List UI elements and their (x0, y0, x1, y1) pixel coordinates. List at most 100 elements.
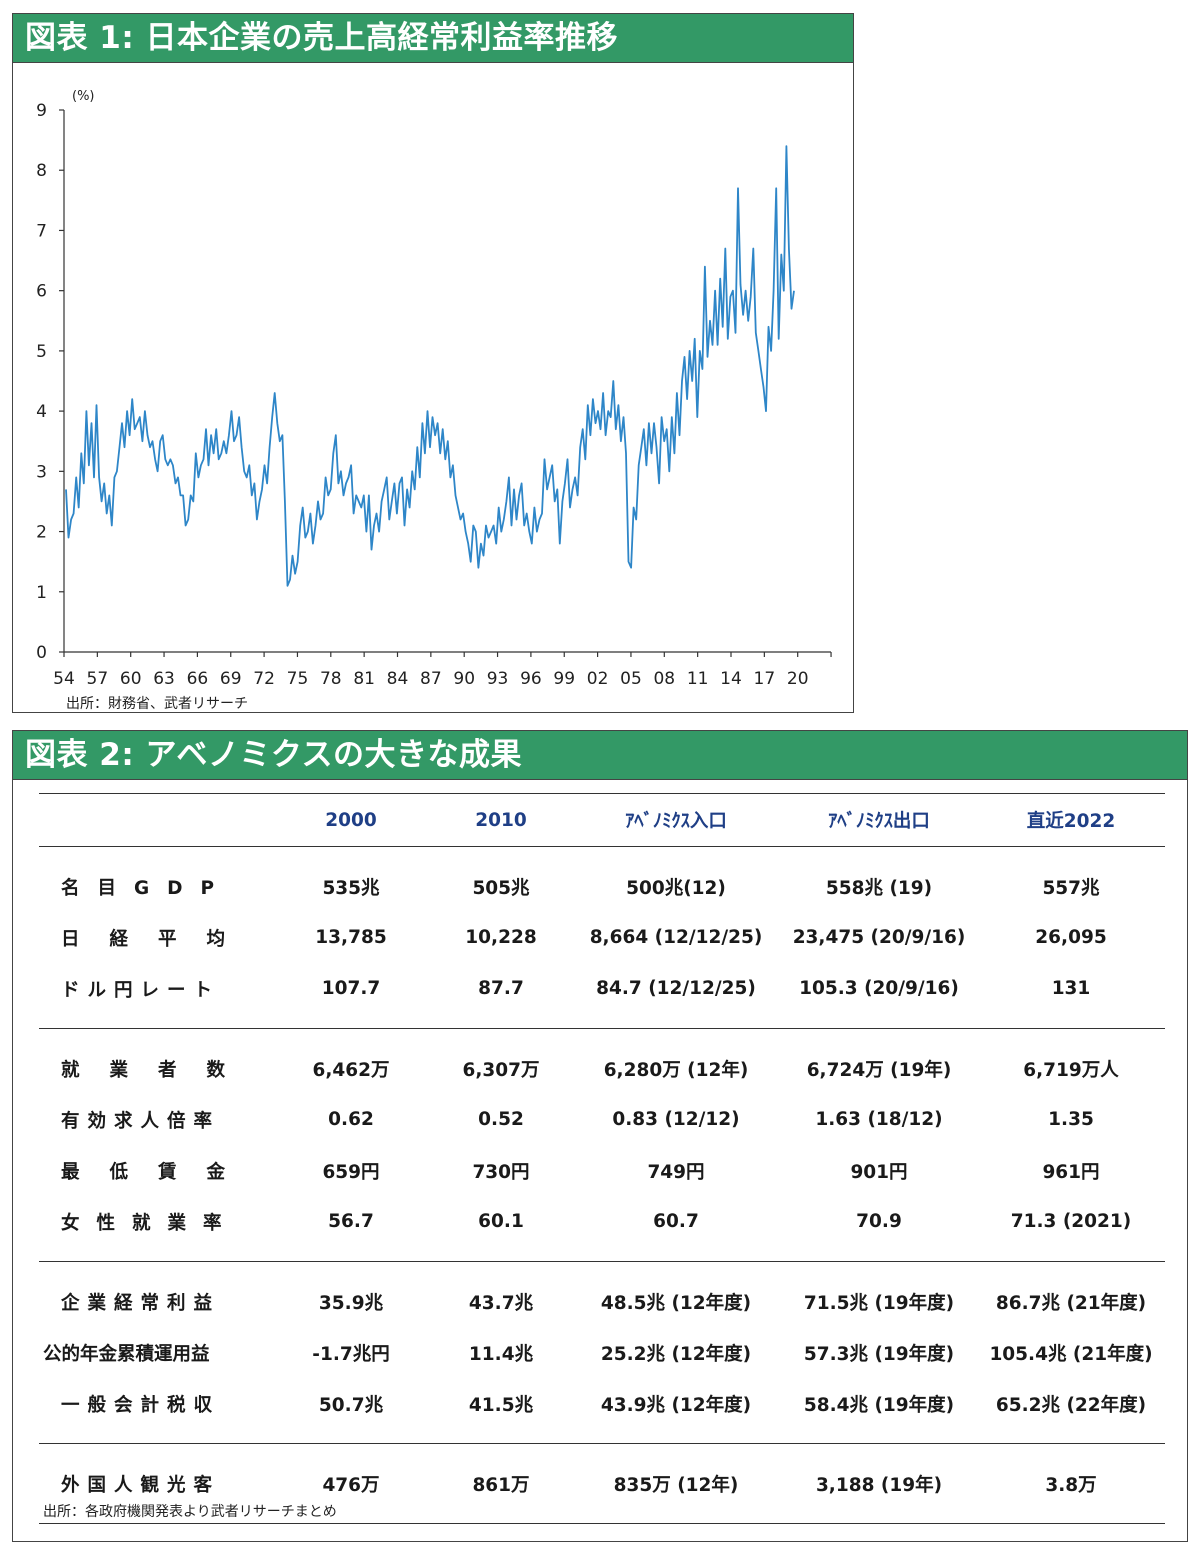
table-row: 最低賃金 659円 730円 749円 901円 961円 (39, 1145, 1165, 1196)
figure-1-panel: 図表 1: 日本企業の売上高経常利益率推移 0 1 2 3 4 5 6 7 8 9 (%) 54 57 6… (12, 13, 854, 713)
table-cell: 835万 (12年) (613, 1474, 739, 1496)
row-label: 公的年金累積運用益 (43, 1343, 210, 1365)
y-tick-label: 0 (36, 643, 47, 663)
y-tick-label: 9 (36, 101, 47, 121)
table-cell: 43.9兆 (12年度) (600, 1394, 752, 1416)
row-label: 企業経常利益 (61, 1292, 221, 1314)
table-cell: 50.7兆 (318, 1394, 384, 1416)
y-tick-label: 8 (36, 161, 47, 181)
x-tick-label: 54 (53, 669, 75, 689)
table-cell: 105.4兆 (21年度) (989, 1343, 1153, 1365)
table-row: 一般会計税収 50.7兆 41.5兆 43.9兆 (12年度) 58.4兆 (19年度)… (39, 1378, 1165, 1429)
table-row: 企業経常利益 35.9兆 43.7兆 48.5兆 (12年度) 71.5兆 (19年度)… (39, 1276, 1165, 1327)
header-empty (39, 793, 271, 847)
y-tick-label: 3 (36, 462, 47, 482)
figure-1-title: 図表 1: 日本企業の売上高経常利益率推移 (13, 14, 853, 63)
table-cell: 11.4兆 (468, 1343, 534, 1365)
table-row: 女性就業率 56.7 60.1 60.7 70.9 71.3 (2021) (39, 1196, 1165, 1247)
figure-1-source: 出所：財務省、武者リサーチ (66, 696, 248, 712)
table-cell: 535兆 (322, 877, 380, 899)
table-cell: 57.3兆 (19年度) (803, 1343, 955, 1365)
table-row: 外国人観光客 476万 861万 835万 (12年) 3,188 (19年) 3.8万 (39, 1458, 1165, 1509)
table-cell: 60.1 (478, 1211, 524, 1232)
x-tick-label: 93 (487, 669, 509, 689)
table-cell: 48.5兆 (12年度) (600, 1292, 752, 1314)
table-cell: 86.7兆 (21年度) (995, 1292, 1147, 1314)
group-separator (39, 1443, 1165, 1444)
x-tick-label: 75 (287, 669, 309, 689)
row-label: 名目GDP (61, 877, 233, 899)
table-cell: 105.3 (20/9/16) (799, 978, 959, 999)
group-separator (39, 846, 1165, 847)
x-tick-label: 17 (754, 669, 776, 689)
table-row: 名目GDP 535兆 505兆 500兆(12) 558兆 (19) 557兆 (39, 861, 1165, 912)
table-cell: 56.7 (328, 1211, 374, 1232)
x-tick-label: 81 (353, 669, 375, 689)
x-tick-label: 87 (420, 669, 442, 689)
x-tick-label: 96 (520, 669, 542, 689)
x-tick-label: 69 (220, 669, 242, 689)
table-cell: 6,719万人 (1023, 1059, 1119, 1081)
column-header: 2000 (271, 793, 431, 847)
row-label: 女性就業率 (61, 1212, 239, 1234)
y-tick-label: 7 (36, 221, 47, 241)
table-cell: 500兆(12) (626, 877, 726, 899)
table-cell: 107.7 (321, 978, 381, 999)
table-cell: 659円 (322, 1161, 380, 1183)
table-cell: 25.2兆 (12年度) (600, 1343, 752, 1365)
figure-2-panel: 図表 2: アベノミクスの大きな成果 2000 2010 ｱﾍﾞﾉﾐｸｽ入口 ｱ… (12, 730, 1188, 1542)
table-cell: 1.35 (1048, 1109, 1094, 1130)
table-cell: 65.2兆 (22年度) (995, 1394, 1147, 1416)
table-cell: 71.5兆 (19年度) (803, 1292, 955, 1314)
table-row: 日経平均 13,785 10,228 8,664 (12/12/25) 23,475 (… (39, 912, 1165, 963)
x-tick-label: 72 (253, 669, 275, 689)
table-cell: 749円 (647, 1161, 705, 1183)
column-header: 2010 (431, 793, 571, 847)
table-cell: 35.9兆 (318, 1292, 384, 1314)
table-cell: 13,785 (315, 927, 387, 948)
table-row: ドル円レート 107.7 87.7 84.7 (12/12/25) 105.3 (20/… (39, 963, 1165, 1014)
table-cell: 3,188 (19年) (815, 1474, 943, 1496)
figure-2-title: 図表 2: アベノミクスの大きな成果 (13, 731, 1187, 780)
table-cell: 1.63 (18/12) (815, 1109, 943, 1130)
table-cell: 71.3 (2021) (1010, 1211, 1132, 1232)
x-tick-label: 66 (187, 669, 209, 689)
group-separator (39, 1028, 1165, 1029)
y-tick-label: 4 (36, 402, 47, 422)
table-cell: 70.9 (856, 1211, 902, 1232)
table-cell: 476万 (322, 1474, 380, 1496)
row-label: 最低賃金 (61, 1161, 256, 1183)
table-cell: 87.7 (478, 978, 524, 999)
table-cell: 8,664 (12/12/25) (589, 927, 763, 948)
table-cell: 730円 (472, 1161, 530, 1183)
x-tick-label: 05 (620, 669, 642, 689)
table-cell: 901円 (850, 1161, 908, 1183)
table-cell: 6,280万 (12年) (603, 1059, 749, 1081)
table-cell: 557兆 (1042, 877, 1100, 899)
table-cell: 84.7 (12/12/25) (596, 978, 756, 999)
table-row: 就業者数 6,462万 6,307万 6,280万 (12年) 6,724万 (19年)… (39, 1043, 1165, 1094)
x-tick-label: 90 (453, 669, 475, 689)
x-tick-label: 63 (153, 669, 175, 689)
x-tick-label: 57 (87, 669, 109, 689)
table-cell: 0.62 (328, 1109, 374, 1130)
row-label: 有効求人倍率 (61, 1110, 221, 1132)
table-cell: -1.7兆円 (312, 1343, 390, 1365)
y-unit-label: (%) (72, 89, 95, 104)
table-cell: 10,228 (465, 927, 537, 948)
table-cell: 23,475 (20/9/16) (792, 927, 966, 948)
table-header-row: 2000 2010 ｱﾍﾞﾉﾐｸｽ入口 ｱﾍﾞﾉﾐｸｽ出口 直近2022 (39, 793, 1165, 847)
table-cell: 558兆 (19) (825, 877, 933, 899)
row-label: 外国人観光客 (61, 1474, 221, 1496)
row-label: 日経平均 (61, 928, 256, 950)
table-cell: 961円 (1042, 1161, 1100, 1183)
table-cell: 505兆 (472, 877, 530, 899)
table-cell: 6,462万 (312, 1059, 390, 1081)
x-tick-label: 84 (387, 669, 409, 689)
x-tick-label: 20 (787, 669, 809, 689)
row-label: ドル円レート (61, 979, 221, 1001)
y-tick-label: 5 (36, 342, 47, 362)
x-tick-label: 99 (553, 669, 575, 689)
y-tick-label: 1 (36, 583, 47, 603)
table-row: 公的年金累積運用益 -1.7兆円 11.4兆 25.2兆 (12年度) 57.3兆 (1… (39, 1327, 1165, 1378)
